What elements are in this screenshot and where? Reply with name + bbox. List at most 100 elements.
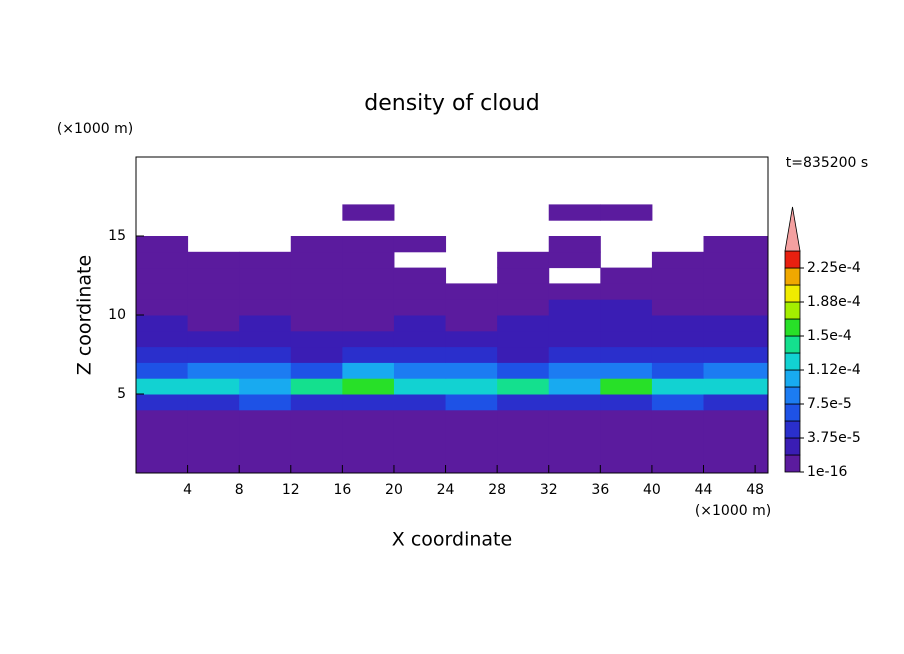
contour-cell xyxy=(342,315,395,332)
colorbar-extend xyxy=(784,206,801,252)
contour-cell xyxy=(239,315,292,332)
contour-cell xyxy=(497,251,550,269)
contour-cell xyxy=(651,330,705,348)
contour-cell xyxy=(393,236,447,253)
contour-cell xyxy=(651,267,705,284)
contour-cell xyxy=(651,283,705,300)
contour-cell xyxy=(239,204,291,220)
contour-cell xyxy=(600,330,653,348)
contour-cell xyxy=(600,220,652,236)
colorbar-band xyxy=(784,386,801,405)
contour-cell xyxy=(187,315,240,332)
contour-cell xyxy=(290,378,343,395)
contour-cell xyxy=(445,394,498,411)
contour-cell xyxy=(548,236,601,253)
contour-cell xyxy=(704,220,769,236)
colorbar-band xyxy=(784,369,801,388)
contour-cell xyxy=(703,315,769,332)
x-tick-label: 24 xyxy=(437,482,455,498)
contour-cell xyxy=(651,251,705,269)
contour-cell xyxy=(393,409,447,474)
contour-cell xyxy=(136,394,189,411)
contour-cell xyxy=(342,204,395,221)
colorbar-band xyxy=(784,335,801,354)
contour-cell xyxy=(290,394,343,411)
x-tick-label: 48 xyxy=(746,482,764,498)
contour-cell xyxy=(290,283,343,300)
contour-cell xyxy=(445,315,498,332)
x-tick-label: 32 xyxy=(540,482,558,498)
contour-cell xyxy=(342,394,395,411)
contour-cell xyxy=(497,330,550,348)
contour-cell xyxy=(187,299,240,316)
contour-cell xyxy=(600,157,652,205)
y-unit: (×1000 m) xyxy=(57,121,133,137)
contour-cell xyxy=(703,283,769,300)
contour-cell xyxy=(497,299,550,316)
contour-cell xyxy=(651,346,705,363)
contour-cell xyxy=(548,283,601,300)
contour-cell xyxy=(290,315,343,332)
contour-cell xyxy=(703,236,769,253)
contour-cell xyxy=(548,409,601,474)
contour-cell xyxy=(239,299,292,316)
contour-cell xyxy=(651,315,705,332)
contour-cell xyxy=(446,236,498,252)
contour-cell xyxy=(342,220,394,236)
contour-cell xyxy=(187,346,240,363)
contour-cell xyxy=(394,220,446,236)
colorbar-band xyxy=(784,403,801,422)
contour-cell xyxy=(703,267,769,284)
chart-title: density of cloud xyxy=(364,91,539,116)
contour-cell xyxy=(239,236,291,252)
colorbar-tick-label: 1.88e-4 xyxy=(807,294,861,310)
contour-cell xyxy=(188,236,240,252)
y-tick-label: 10 xyxy=(108,307,126,323)
contour-cell xyxy=(290,267,343,284)
colorbar-band xyxy=(784,437,801,456)
contour-cell xyxy=(187,394,240,411)
contour-cell xyxy=(600,394,653,411)
contour-cell xyxy=(136,267,189,284)
colorbar-band xyxy=(784,318,801,337)
contour-cell xyxy=(136,330,189,348)
contour-cell xyxy=(393,378,447,395)
contour-cell xyxy=(239,362,292,379)
contour-cell xyxy=(651,362,705,379)
contour-cell xyxy=(497,267,550,284)
contour-cell xyxy=(291,204,343,220)
contour-cell xyxy=(446,220,498,236)
contour-cell xyxy=(187,283,240,300)
contour-cell xyxy=(549,157,601,205)
contour-cell xyxy=(548,299,601,316)
contour-cell xyxy=(187,409,240,474)
contour-cell xyxy=(136,315,189,332)
contour-cell xyxy=(651,299,705,316)
contour-cell xyxy=(290,346,343,363)
contour-cell xyxy=(136,251,189,269)
contour-cell xyxy=(497,236,549,252)
colorbar-band xyxy=(784,352,801,371)
contour-cell xyxy=(548,204,601,221)
contour-cell xyxy=(239,251,292,269)
contour-cell xyxy=(549,220,601,236)
contour-cell xyxy=(703,362,769,379)
colorbar-tick-label: 7.5e-5 xyxy=(807,396,852,412)
colorbar-band xyxy=(784,267,801,286)
contour-cell xyxy=(600,315,653,332)
contour-cell xyxy=(600,267,653,284)
contour-cell xyxy=(342,378,395,395)
contour-cell xyxy=(239,157,291,205)
contour-cell xyxy=(136,378,189,395)
colorbar-tick-label: 2.25e-4 xyxy=(807,260,861,276)
contour-cell xyxy=(497,157,549,205)
contour-cell xyxy=(342,299,395,316)
contour-cell xyxy=(239,267,292,284)
time-label: t=835200 s xyxy=(786,155,868,171)
contour-cell xyxy=(394,252,446,268)
contour-cell xyxy=(136,346,189,363)
contour-cell xyxy=(652,204,704,220)
contour-cell xyxy=(136,409,189,474)
contour-cell xyxy=(445,346,498,363)
contour-cell xyxy=(652,220,704,236)
